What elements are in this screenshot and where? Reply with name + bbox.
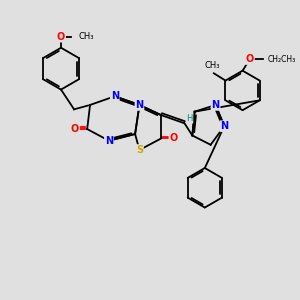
Text: N: N <box>135 100 143 110</box>
Text: N: N <box>220 121 228 131</box>
Text: CH₂CH₃: CH₂CH₃ <box>268 55 296 64</box>
Text: O: O <box>71 124 79 134</box>
Text: H: H <box>186 114 193 123</box>
Text: N: N <box>212 100 220 110</box>
Text: CH₃: CH₃ <box>78 32 94 41</box>
Text: S: S <box>136 145 143 155</box>
Text: CH₃: CH₃ <box>205 61 220 70</box>
Text: O: O <box>246 54 254 64</box>
Text: O: O <box>169 134 178 143</box>
Text: O: O <box>57 32 65 42</box>
Text: N: N <box>105 136 113 146</box>
Text: N: N <box>111 91 119 101</box>
